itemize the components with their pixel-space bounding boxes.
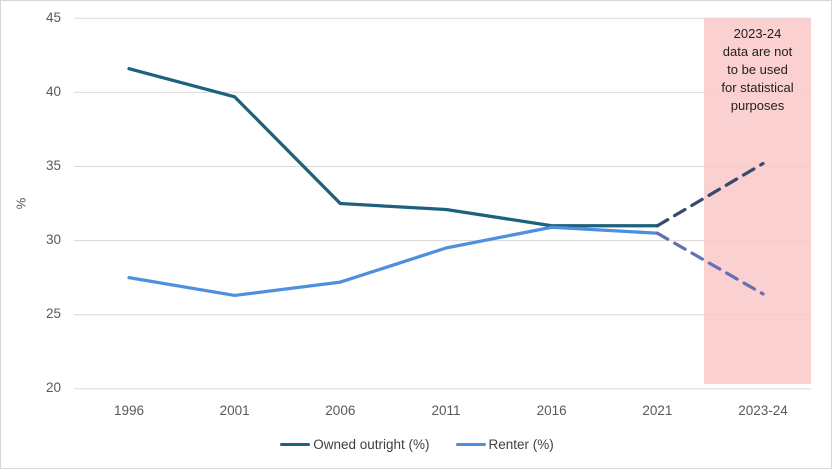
- y-axis-title: %: [13, 197, 29, 210]
- x-tick-label-2001: 2001: [219, 403, 250, 418]
- x-tick-label-2011: 2011: [431, 403, 461, 418]
- y-tick-label-25: 25: [45, 306, 61, 322]
- legend-item-owned-outright: Owned outright (%): [280, 437, 430, 452]
- legend-swatch-renter: [455, 442, 486, 447]
- x-tick-label-2023-24: 2023-24: [738, 403, 788, 418]
- x-tick-label-2016: 2016: [536, 403, 567, 418]
- x-tick-label-1996: 1996: [113, 403, 145, 418]
- x-tick-label-2021: 2021: [642, 403, 673, 418]
- x-tick-label-2006: 2006: [325, 403, 356, 418]
- series-line-owned-outright: [127, 67, 659, 228]
- series-projection-renter: [655, 231, 765, 296]
- series-line-renter: [127, 225, 659, 298]
- legend-label-renter: Renter (%): [488, 437, 554, 452]
- y-tick-label-40: 40: [45, 83, 61, 99]
- excluded-data-region: [704, 18, 811, 385]
- y-tick-label-30: 30: [45, 232, 61, 248]
- legend-label-owned-outright: Owned outright (%): [313, 437, 430, 452]
- y-tick-label-20: 20: [45, 380, 61, 396]
- legend-swatch-owned-outright: [280, 442, 311, 447]
- y-tick-label-35: 35: [45, 158, 61, 173]
- legend-item-renter: Renter (%): [455, 437, 554, 452]
- series-projection-owned-outright: [655, 161, 765, 228]
- legend: Owned outright (%) Renter (%): [1, 437, 831, 452]
- y-tick-label-45: 45: [45, 9, 61, 25]
- excluded-data-note: 2023-24 data are not to be used for stat…: [721, 26, 794, 113]
